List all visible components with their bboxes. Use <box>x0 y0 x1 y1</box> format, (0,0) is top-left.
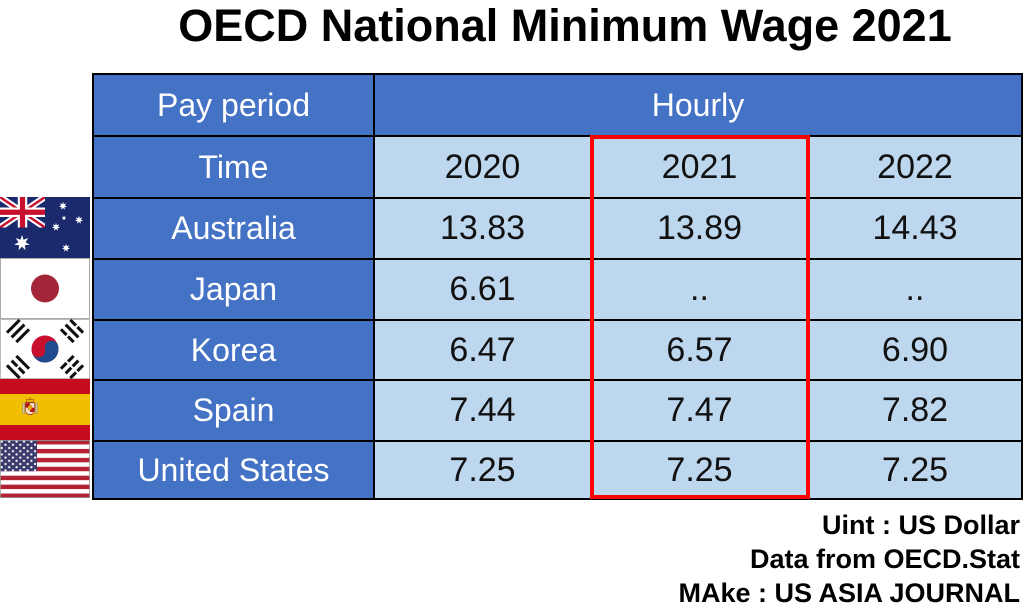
figure-title: OECD National Minimum Wage 2021 <box>178 0 952 51</box>
wage-table: Pay period Hourly Time 2020 2021 2022 Au… <box>92 73 1023 500</box>
value-cell: 7.44 <box>373 379 592 442</box>
table-row-united-states: United States 7.25 7.25 7.25 <box>92 440 1023 500</box>
hourly-header: Hourly <box>373 73 1023 137</box>
value-cell: 7.25 <box>807 440 1023 500</box>
footer-notes: Uint : US Dollar Data from OECD.Stat MAk… <box>678 508 1020 610</box>
united-states-flag-icon <box>0 440 90 498</box>
country-label: United States <box>92 440 375 500</box>
country-label: Japan <box>92 258 375 321</box>
year-header-2022: 2022 <box>807 135 1023 199</box>
japan-flag-icon <box>0 258 90 319</box>
value-cell: .. <box>590 258 809 321</box>
value-cell: 6.61 <box>373 258 592 321</box>
table-row-australia: Australia 13.83 13.89 14.43 <box>92 197 1023 260</box>
spain-flag-icon <box>0 379 90 440</box>
time-header: Time <box>92 135 375 199</box>
source-note: Data from OECD.Stat <box>749 544 1020 574</box>
value-cell: 13.89 <box>590 197 809 260</box>
value-cell: .. <box>807 258 1023 321</box>
table-row-korea: Korea 6.47 6.57 6.90 <box>92 319 1023 381</box>
country-label: Spain <box>92 379 375 442</box>
value-cell: 6.90 <box>807 319 1023 381</box>
value-cell: 7.25 <box>373 440 592 500</box>
value-cell: 6.57 <box>590 319 809 381</box>
table-row-spain: Spain 7.44 7.47 7.82 <box>92 379 1023 442</box>
korea-flag-icon <box>0 319 90 379</box>
unit-note: Uint : US Dollar <box>821 510 1020 540</box>
value-cell: 7.82 <box>807 379 1023 442</box>
value-cell: 6.47 <box>373 319 592 381</box>
year-header-2021: 2021 <box>590 135 809 199</box>
country-label: Korea <box>92 319 375 381</box>
spain-coat-of-arms <box>22 397 38 415</box>
value-cell: 14.43 <box>807 197 1023 260</box>
table-row-pay-period: Pay period Hourly <box>92 73 1023 137</box>
australia-flag-icon <box>0 197 90 258</box>
table-row-japan: Japan 6.61 .. .. <box>92 258 1023 321</box>
pay-period-header: Pay period <box>92 73 375 137</box>
value-cell: 13.83 <box>373 197 592 260</box>
value-cell: 7.47 <box>590 379 809 442</box>
table-row-time: Time 2020 2021 2022 <box>92 135 1023 199</box>
value-cell: 7.25 <box>590 440 809 500</box>
country-label: Australia <box>92 197 375 260</box>
maker-note: MAke : US ASIA JOURNAL <box>678 578 1020 608</box>
year-header-2020: 2020 <box>373 135 592 199</box>
